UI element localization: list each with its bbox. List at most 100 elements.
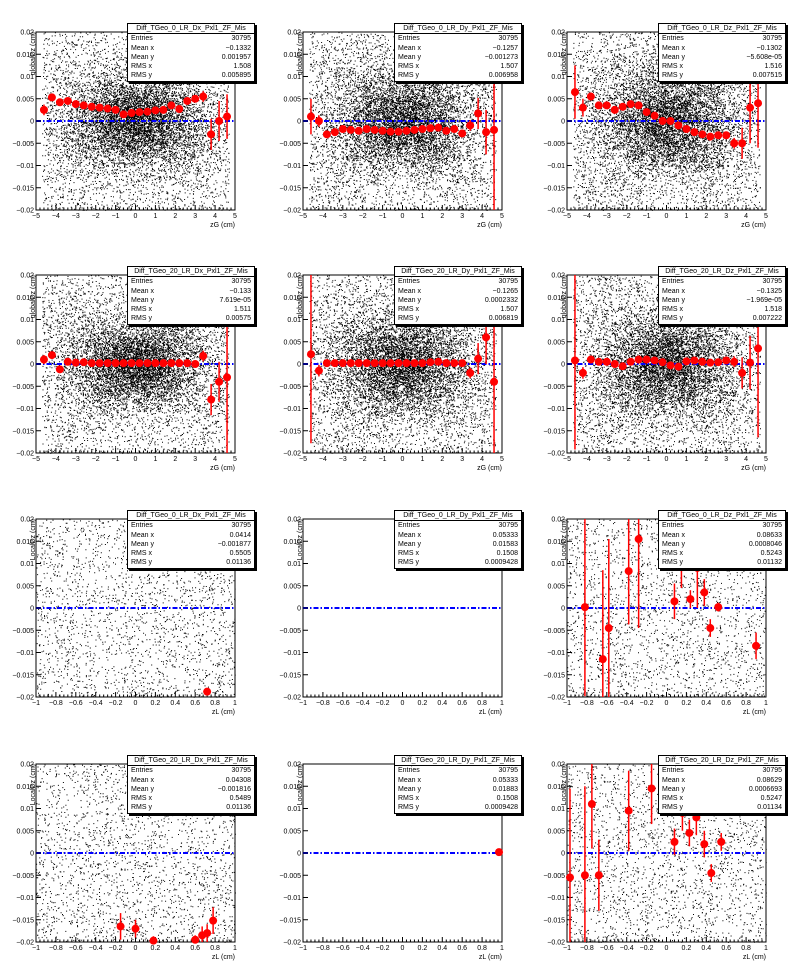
profile-point: [87, 359, 96, 368]
y-tick-label: 0: [30, 362, 34, 369]
x-axis-label: zL (cm): [479, 954, 502, 961]
y-tick-label: 0.01: [551, 806, 565, 813]
y-tick-label: 0.015: [547, 295, 565, 302]
scatter-background: [309, 32, 497, 211]
x-tick-label: −2: [359, 456, 367, 463]
stat-row-rms-y: RMS y 0.01132: [659, 558, 785, 567]
profile-point: [626, 100, 635, 109]
y-tick-label: −0.02: [16, 695, 34, 702]
x-tick-label: −3: [72, 213, 80, 220]
x-tick-label: 0.2: [151, 945, 161, 952]
profile-point: [71, 100, 80, 109]
y-tick-label: 0.005: [283, 339, 301, 346]
x-axis-label: zL (cm): [743, 954, 766, 961]
stat-label: RMS x: [398, 550, 419, 558]
x-tick-label: −1: [643, 456, 651, 463]
profile-point: [191, 935, 200, 944]
y-tick-label: 0.02: [20, 762, 34, 769]
profile-point: [215, 117, 224, 125]
stat-value: −0.1325: [756, 287, 783, 295]
stat-value: 30795: [498, 767, 518, 775]
scatter-background: [36, 519, 237, 698]
y-axis-label: globalDz (cm): [30, 32, 37, 75]
stat-row-rms-y: RMS y 0.01136: [128, 803, 254, 812]
profile-point: [658, 117, 667, 125]
x-tick-label: 1: [684, 213, 688, 220]
profile-point: [47, 351, 56, 360]
profile-point: [39, 355, 48, 364]
stat-label: RMS x: [662, 306, 683, 314]
stat-row-mean-x: Mean x 0.04308: [128, 776, 254, 785]
y-tick-label: 0.015: [283, 295, 301, 302]
x-tick-label: 0.4: [701, 945, 711, 952]
x-tick-label: −1: [299, 945, 307, 952]
y-axis-label: LocalDz (cm): [30, 764, 37, 805]
y-tick-label: −0.005: [12, 873, 34, 880]
x-tick-label: 1: [684, 456, 688, 463]
y-tick-label: −0.015: [12, 428, 34, 435]
stat-row-entries: Entries 30795: [395, 766, 521, 775]
stat-row-rms-x: RMS x 1.507: [395, 62, 521, 71]
profile-point: [149, 936, 158, 945]
stat-row-rms-x: RMS x 0.1508: [395, 794, 521, 803]
scatter-background: [567, 519, 767, 698]
y-tick-label: −0.02: [547, 695, 565, 702]
y-axis-label: globalDz (cm): [30, 275, 37, 318]
profile-point: [418, 359, 427, 368]
y-tick-label: 0.015: [16, 784, 34, 791]
profile-point: [714, 358, 723, 367]
stat-value: 1.507: [500, 63, 518, 71]
x-tick-label: −1: [563, 945, 571, 952]
y-tick-label: −0.01: [547, 895, 565, 902]
stat-value: 30795: [231, 522, 251, 530]
x-tick-label: −0.8: [580, 945, 594, 952]
stats-box: Diff_TGeo_0_LR_Dy_Pxl1_ZF_Mis Entries 3079…: [394, 23, 522, 82]
stat-label: Mean y: [131, 53, 154, 61]
x-tick-label: −0.8: [316, 945, 330, 952]
y-tick-label: −0.015: [543, 185, 565, 192]
x-tick-label: 0: [134, 213, 138, 220]
stat-row-rms-y: RMS y 0.0009428: [395, 558, 521, 567]
profile-point: [587, 800, 596, 809]
profile-point: [135, 108, 144, 117]
x-tick-label: 0.6: [457, 945, 467, 952]
profile-point: [458, 359, 467, 368]
stat-row-mean-x: Mean x −0.133: [128, 287, 254, 296]
x-tick-label: −4: [583, 213, 591, 220]
profile-point: [306, 112, 315, 121]
profile-point: [666, 361, 675, 370]
y-tick-label: −0.01: [16, 163, 34, 170]
profile-point: [565, 873, 574, 882]
profile-point: [578, 103, 587, 112]
stat-value: 0.0414: [229, 531, 251, 539]
stat-value: 0.05333: [492, 776, 518, 784]
profile-point: [602, 101, 611, 110]
x-axis-label: zL (cm): [212, 709, 235, 716]
stat-label: RMS y: [398, 804, 419, 812]
stat-row-rms-y: RMS y 0.006819: [395, 314, 521, 323]
stat-label: RMS y: [398, 559, 419, 567]
stat-label: RMS y: [131, 72, 152, 80]
profile-point: [135, 359, 144, 368]
stat-value: 1.516: [764, 63, 782, 71]
stat-label: Entries: [131, 767, 153, 775]
y-tick-label: −0.01: [547, 163, 565, 170]
x-tick-label: 0.4: [437, 700, 447, 707]
profile-point: [223, 373, 232, 382]
stat-label: Entries: [662, 767, 684, 775]
stat-label: Mean y: [662, 296, 685, 304]
x-tick-label: −0.2: [376, 945, 390, 952]
x-tick-label: −0.8: [49, 945, 63, 952]
y-tick-label: −0.02: [16, 940, 34, 947]
profile-point: [578, 368, 587, 377]
profile-point: [203, 929, 212, 938]
profile-point: [203, 687, 212, 696]
profile-point: [698, 357, 707, 366]
y-tick-label: 0: [297, 606, 301, 613]
profile-point: [199, 351, 208, 360]
y-tick-label: 0.015: [283, 784, 301, 791]
stat-row-mean-y: Mean y −0.001877: [128, 540, 254, 549]
stat-label: RMS y: [131, 315, 152, 323]
profile-point: [690, 356, 699, 365]
stats-box: Diff_TGeo_0_LR_Dz_Pxl1_ZF_Mis Entries 3079…: [658, 23, 786, 82]
